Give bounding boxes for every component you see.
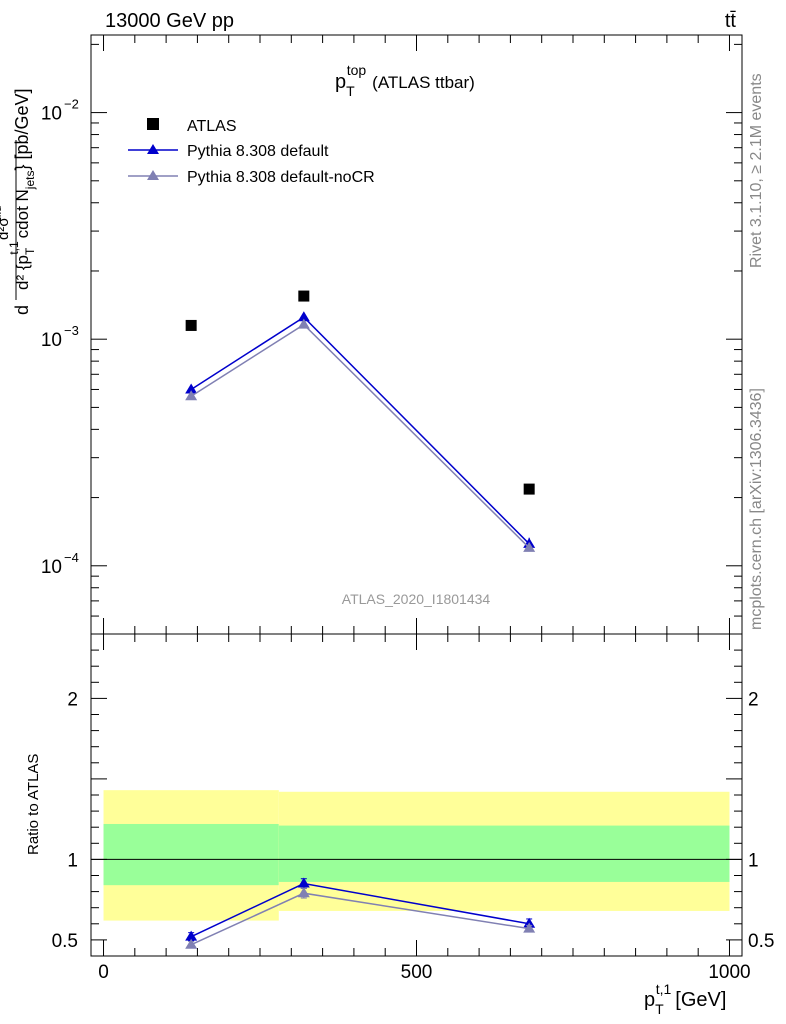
main-y-axis-label-numerator: d²σfid <box>0 206 12 240</box>
main-y-axis-label: d <box>12 305 32 315</box>
process-label: tt̄ <box>725 10 737 32</box>
ratio-y-tick-label-left: 0.5 <box>52 931 78 952</box>
main-y-tick-label: 10 <box>41 330 62 351</box>
source-label: mcplots.cern.ch [arXiv:1306.3436] <box>748 388 765 630</box>
ratio-y-tick-label-left: 1 <box>67 850 78 871</box>
legend-marker-pythia-default <box>147 144 159 154</box>
atlas-data-point <box>185 319 197 331</box>
x-tick-label: 1000 <box>708 962 750 983</box>
main-y-tick-label-exponent: −3 <box>64 323 79 338</box>
axes: 10−410−310 −20.5 0.51 12 20 500 1000 <box>41 34 774 983</box>
main-y-tick-label-exponent: −4 <box>64 550 79 565</box>
ratio-series-point-1 <box>185 938 198 949</box>
ratio-band-inner-0 <box>103 823 279 886</box>
x-axis-label: pTt,1 [GeV] <box>644 981 726 1017</box>
main-series-point-2 <box>297 318 310 329</box>
ratio-uncertainty-bands <box>91 790 742 921</box>
main-y-tick-label-exponent: −2 <box>64 97 79 112</box>
ratio-series-point-1 <box>523 922 536 933</box>
main-series-point-2 <box>185 390 198 401</box>
ratio-y-tick-label-left: 2 <box>67 689 78 710</box>
x-tick-label: 500 <box>401 962 433 983</box>
main-panel-series <box>185 290 536 552</box>
legend-label-pythia-nocr: Pythia 8.308 default-noCR <box>187 169 375 186</box>
ratio-y-tick-label-right: 2 <box>748 689 759 710</box>
energy-label: 13000 GeV pp <box>105 10 234 32</box>
main-series-point-1 <box>297 311 310 322</box>
ratio-y-tick-label-right: 1 <box>748 850 759 871</box>
legend-marker-atlas <box>147 118 159 130</box>
ratio-series-point-1 <box>297 887 310 898</box>
main-panel-title: pTtop(ATLAS ttbar) <box>335 62 475 99</box>
atlas-data-point <box>523 483 535 495</box>
ratio-y-tick-label-right: 0.5 <box>748 931 774 952</box>
legend-label-pythia-default: Pythia 8.308 default <box>187 143 329 160</box>
ratio-panel-series <box>185 877 536 949</box>
legend-label-atlas: ATLAS <box>187 118 237 135</box>
main-series-point-1 <box>185 383 198 394</box>
legend-marker-pythia-nocr <box>147 170 159 180</box>
main-series-line-1 <box>190 316 530 545</box>
main-y-tick-label: 10 <box>41 557 62 578</box>
ratio-series-point-0 <box>185 930 198 941</box>
main-y-tick-label: 10 <box>41 104 62 125</box>
ratio-band-inner-1 <box>278 825 730 882</box>
atlas-data-point <box>298 290 310 302</box>
main-series-point-2 <box>523 541 536 552</box>
legend: ATLAS Pythia 8.308 default Pythia 8.308 … <box>128 118 375 186</box>
rivet-version-label: Rivet 3.1.10, ≥ 2.1M events <box>748 73 765 268</box>
main-y-axis-label-denominator: d² {pTt,1cdot Njets} [pb/GeV] <box>7 88 37 290</box>
ratio-y-axis-label: Ratio to ATLAS <box>25 754 42 855</box>
ratio-series-point-0 <box>297 877 310 888</box>
x-tick-label: 0 <box>98 962 109 983</box>
main-series-line-2 <box>190 323 530 549</box>
analysis-tag: ATLAS_2020_I1801434 <box>342 591 491 607</box>
